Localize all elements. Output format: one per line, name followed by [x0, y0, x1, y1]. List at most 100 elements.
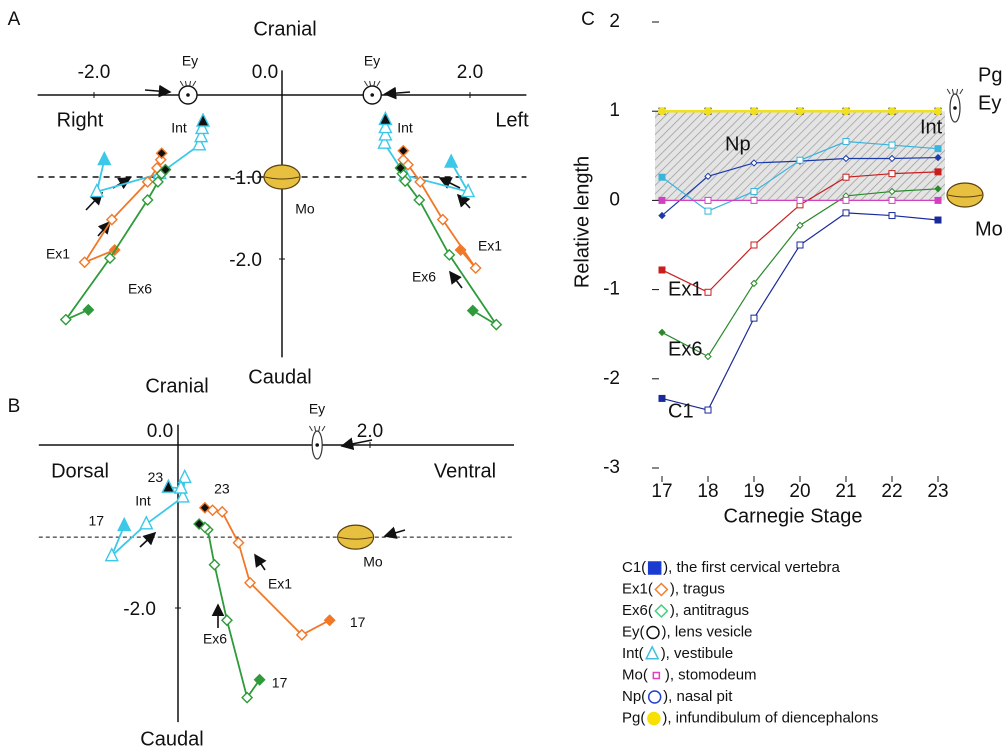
marker — [195, 112, 211, 127]
marker — [397, 153, 410, 166]
direction-label: Caudal — [248, 366, 311, 388]
reference-band — [655, 111, 945, 201]
marker — [888, 212, 896, 220]
marker — [377, 134, 392, 149]
landmark-label: Mo — [295, 201, 315, 217]
marker — [888, 187, 896, 196]
landmark-label: Mo — [363, 554, 383, 570]
legend-prefix: Ex1( — [622, 580, 653, 597]
marker — [413, 193, 426, 206]
marker — [647, 711, 661, 726]
marker — [198, 501, 211, 514]
marker — [155, 147, 168, 160]
marker — [750, 279, 758, 288]
legend-prefix: Ey( — [622, 623, 645, 640]
eye-lash — [364, 80, 368, 87]
marker — [192, 136, 207, 151]
x-tick-label: 0.0 — [147, 421, 173, 442]
direction-label: Cranial — [253, 18, 316, 40]
y-tick-label: -1 — [603, 279, 620, 300]
marker — [295, 628, 308, 641]
marker — [232, 536, 245, 549]
marker — [161, 478, 176, 493]
eye-lash — [314, 425, 317, 432]
stage-label: 17 — [272, 674, 288, 690]
marker — [888, 141, 896, 149]
marker — [704, 172, 712, 181]
marker — [658, 266, 666, 274]
marker — [704, 288, 712, 296]
marker — [934, 153, 942, 162]
marker — [647, 561, 662, 575]
y-tick-label: -2 — [603, 368, 620, 389]
marker — [194, 128, 209, 143]
marker — [444, 153, 459, 168]
marker — [173, 479, 189, 494]
eye-lash — [376, 80, 381, 87]
eye-lash — [321, 425, 326, 432]
y-tick-label: 0 — [609, 189, 620, 210]
mouth-icon — [263, 164, 301, 190]
series-label: Ex1 — [268, 576, 292, 592]
marker — [842, 209, 850, 217]
legend-prefix: Ex6( — [622, 602, 653, 619]
legend-entry: C1(), the first cervical vertebra — [622, 559, 841, 576]
legend-prefix: Np( — [622, 688, 646, 705]
legend-suffix: ), antitragus — [670, 602, 749, 619]
legend-suffix: ), tragus — [670, 580, 725, 597]
x-tick-label: -2.0 — [78, 62, 111, 83]
marker — [842, 107, 850, 116]
marker — [397, 144, 410, 157]
marker — [934, 216, 942, 224]
mouth-shape — [946, 182, 984, 208]
marker — [796, 156, 804, 164]
marker — [443, 248, 456, 261]
marker — [394, 161, 407, 174]
marker — [658, 211, 666, 220]
landmark-label: Ey — [309, 401, 325, 417]
stage-label: 17 — [350, 614, 366, 630]
arrow — [340, 437, 373, 451]
series-label: C1 — [668, 400, 694, 422]
arrow — [254, 553, 267, 571]
marker — [654, 582, 669, 597]
marker — [704, 207, 712, 215]
x-tick-label: 23 — [927, 481, 948, 502]
marker — [704, 352, 712, 361]
eye-icon — [178, 80, 198, 105]
trajectory-line — [204, 506, 331, 637]
marker — [644, 645, 660, 660]
marker — [241, 691, 254, 704]
eye-lash — [308, 425, 313, 432]
direction-label: Right — [57, 109, 104, 131]
eye-pupil — [315, 443, 320, 447]
marker — [704, 406, 712, 414]
marker — [378, 110, 393, 126]
marker — [378, 126, 393, 141]
y-tick-label: -2.0 — [123, 599, 156, 620]
marker — [842, 196, 850, 204]
marker — [490, 318, 503, 331]
marker — [750, 159, 758, 167]
series-label: Ex6 — [412, 269, 436, 285]
y-tick-label: -1.0 — [229, 168, 262, 189]
trajectory-line — [110, 477, 186, 557]
eye-lash — [946, 88, 951, 95]
legend-entry: Int(), vestibule — [622, 645, 733, 662]
marker — [750, 196, 758, 204]
marker — [216, 505, 229, 518]
series-label: Mo — [975, 218, 1003, 240]
marker — [842, 138, 850, 146]
marker — [159, 163, 172, 176]
series-label: Ex6 — [203, 631, 227, 647]
legend-entry: Ex6( ), antitragus — [622, 602, 749, 619]
eye-lash — [179, 80, 184, 87]
marker — [104, 547, 119, 562]
legend-entry: Np(), nasal pit — [622, 688, 733, 705]
direction-label: Left — [495, 109, 529, 131]
marker — [654, 603, 669, 619]
legend-prefix: Pg( — [622, 709, 645, 726]
legend-suffix: ), the first cervical vertebra — [663, 559, 840, 576]
y-tick-label: 2 — [609, 11, 620, 32]
